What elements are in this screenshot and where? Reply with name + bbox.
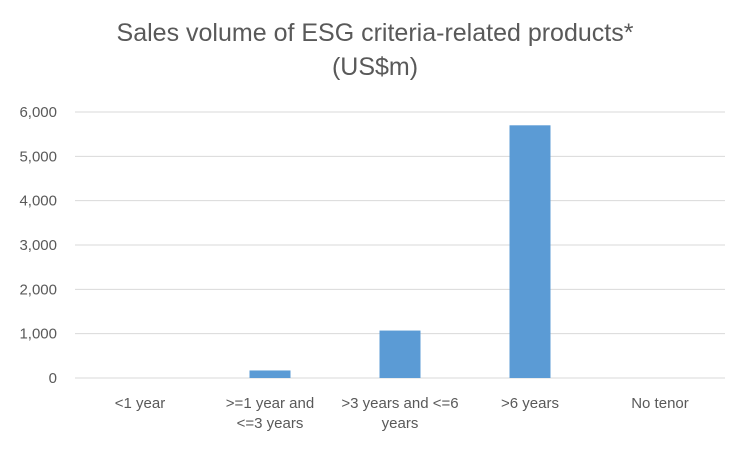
x-tick-label: >3 years and <=6 years	[341, 395, 458, 432]
chart-subtitle: (US$m)	[331, 53, 419, 81]
chart-title-block: Sales volume of ESG criteria-related pro…	[0, 16, 750, 84]
chart-title: Sales volume of ESG criteria-related pro…	[116, 19, 634, 47]
y-tick-label: 3,000	[19, 237, 57, 254]
y-tick-label: 4,000	[19, 193, 57, 210]
y-tick-label: 1,000	[19, 326, 57, 343]
x-tick-label: No tenor	[631, 395, 689, 412]
y-tick-label: 6,000	[19, 104, 57, 121]
x-tick-label: >=1 year and <=3 years	[226, 395, 314, 432]
y-tick-label: 2,000	[19, 281, 57, 298]
x-tick-label: <1 year	[115, 395, 165, 412]
bar	[249, 370, 291, 378]
y-tick-label: 0	[49, 370, 57, 387]
bar	[509, 125, 551, 378]
bar	[379, 330, 421, 378]
y-tick-label: 5,000	[19, 148, 57, 165]
x-tick-label: >6 years	[501, 395, 559, 412]
